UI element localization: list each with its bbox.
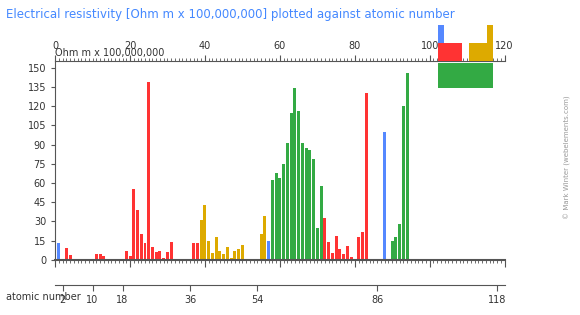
Bar <box>226 247 229 260</box>
Bar <box>200 220 202 260</box>
Bar <box>274 173 278 260</box>
Bar <box>438 63 493 88</box>
Bar <box>129 255 132 260</box>
Bar <box>361 232 364 260</box>
Text: Ohm m x 100,000,000: Ohm m x 100,000,000 <box>55 48 165 58</box>
Bar <box>342 254 345 260</box>
Bar <box>192 243 195 260</box>
Bar <box>438 43 444 61</box>
Bar <box>331 253 333 260</box>
Bar <box>394 237 397 260</box>
Bar <box>402 106 405 260</box>
Bar <box>65 248 68 260</box>
Bar <box>267 241 270 260</box>
Bar <box>140 234 143 260</box>
Bar <box>147 82 150 260</box>
Bar <box>222 254 225 260</box>
Bar <box>304 148 307 260</box>
Bar <box>278 178 281 260</box>
Bar <box>271 180 274 260</box>
Bar <box>57 243 60 260</box>
Bar <box>158 251 161 260</box>
Bar <box>323 218 327 260</box>
Bar <box>398 224 401 260</box>
Bar <box>132 189 135 260</box>
Bar <box>405 73 409 260</box>
Bar <box>469 43 493 61</box>
Bar <box>346 246 349 260</box>
Bar <box>196 243 199 260</box>
Bar <box>263 216 266 260</box>
Bar <box>297 112 300 260</box>
Bar <box>350 257 353 260</box>
Text: © Mark Winter (webelements.com): © Mark Winter (webelements.com) <box>564 96 571 219</box>
Bar <box>233 250 237 260</box>
Bar <box>338 249 341 260</box>
Bar <box>444 43 462 61</box>
Bar <box>312 159 315 260</box>
Bar <box>166 252 169 260</box>
Bar <box>170 242 173 260</box>
Bar <box>487 25 493 43</box>
Bar <box>237 249 240 260</box>
Text: atomic number: atomic number <box>6 292 81 302</box>
Bar <box>151 247 154 260</box>
Bar <box>155 252 158 260</box>
Text: Electrical resistivity [Ohm m x 100,000,000] plotted against atomic number: Electrical resistivity [Ohm m x 100,000,… <box>6 8 455 21</box>
Bar <box>162 258 165 260</box>
Bar <box>204 205 206 260</box>
Bar <box>293 88 296 260</box>
Bar <box>230 258 233 260</box>
Bar <box>327 242 330 260</box>
Bar <box>102 256 106 260</box>
Bar <box>383 132 386 260</box>
Bar <box>95 254 98 260</box>
Bar <box>364 94 368 260</box>
Bar <box>309 150 311 260</box>
Bar <box>282 164 285 260</box>
Bar <box>211 253 214 260</box>
Bar <box>391 241 394 260</box>
Bar <box>316 228 319 260</box>
Bar <box>301 143 304 260</box>
Bar <box>215 237 218 260</box>
Bar <box>260 234 263 260</box>
Bar <box>219 251 222 260</box>
Bar <box>335 236 338 260</box>
Bar <box>68 255 71 260</box>
Bar <box>320 186 322 260</box>
Bar <box>99 254 102 260</box>
Bar <box>286 143 289 260</box>
Bar <box>207 241 210 260</box>
Bar <box>357 237 360 260</box>
Bar <box>136 210 139 260</box>
Bar <box>125 251 128 260</box>
Bar <box>289 113 292 260</box>
Bar <box>143 243 147 260</box>
Bar <box>241 244 244 260</box>
Bar <box>438 25 444 43</box>
